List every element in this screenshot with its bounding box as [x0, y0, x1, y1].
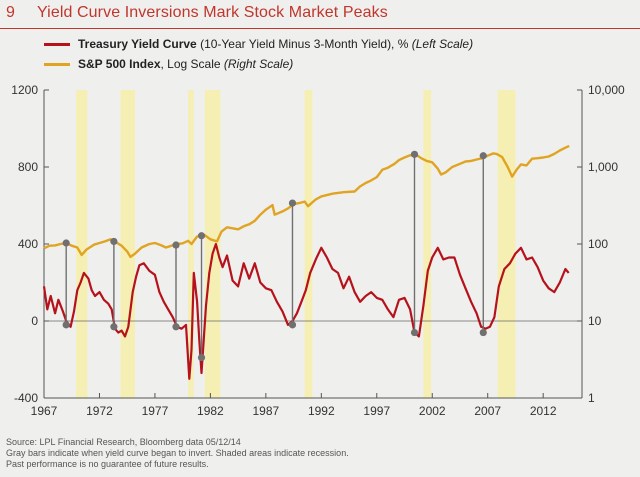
disclaimer: Past performance is no guarantee of futu… — [6, 459, 209, 469]
inversion-marker-top-6 — [410, 150, 419, 158]
legend-label-sp500: S&P 500 Index, Log Scale (Right Scale) — [78, 57, 294, 71]
inversion-marker-bottom-2 — [110, 323, 118, 331]
sp500-swatch — [44, 62, 70, 66]
x-tick-label: 1982 — [197, 404, 224, 418]
inversion-markers — [62, 150, 487, 362]
left-tick-label: 1200 — [11, 83, 38, 97]
chart-title: Yield Curve Inversions Mark Stock Market… — [37, 4, 388, 21]
x-tick-label: 2002 — [419, 404, 446, 418]
recession-bands — [76, 90, 516, 398]
inversion-marker-bottom-3 — [172, 323, 180, 331]
x-tick-label: 2007 — [474, 404, 501, 418]
x-tick-label: 1997 — [363, 404, 390, 418]
legend-item-yield-curve: Treasury Yield Curve (10-Year Yield Minu… — [44, 34, 473, 54]
inversion-marker-top-4 — [197, 232, 206, 240]
inversion-marker-top-2 — [110, 237, 118, 246]
sp500-line — [43, 144, 570, 259]
footer: Source: LPL Financial Research, Bloomber… — [6, 437, 349, 470]
left-tick-label: 800 — [18, 160, 38, 174]
figure-number: 9 — [6, 4, 15, 21]
legend-item-sp500: S&P 500 Index, Log Scale (Right Scale) — [44, 54, 473, 74]
yield-curve-swatch — [44, 42, 70, 46]
inversion-marker-bottom-7 — [479, 328, 487, 337]
chart: -400 0 400 800 1200 1 10 100 1,000 10,000 1967 1972… — [11, 83, 625, 418]
recession-band-7 — [497, 90, 516, 398]
left-tick-label: -400 — [14, 391, 38, 405]
shading-note: Gray bars indicate when yield curve bega… — [6, 448, 349, 458]
inversion-marker-top-1 — [62, 239, 70, 247]
inversion-marker-bottom-1 — [62, 321, 70, 329]
inversion-marker-top-3 — [172, 241, 180, 249]
right-tick-label: 10,000 — [588, 83, 625, 97]
source-note: Source: LPL Financial Research, Bloomber… — [6, 437, 241, 447]
inversion-marker-top-5 — [288, 199, 297, 207]
x-tick-label: 1987 — [253, 404, 280, 418]
inversion-marker-bottom-5 — [288, 321, 297, 329]
legend: Treasury Yield Curve (10-Year Yield Minu… — [44, 34, 473, 74]
right-tick-label: 1 — [588, 391, 595, 405]
inversion-marker-bottom-6 — [410, 328, 419, 337]
left-tick-label: 400 — [18, 237, 38, 251]
x-tick-label: 1977 — [142, 404, 169, 418]
sp500-series — [43, 144, 570, 259]
right-tick-label: 10 — [588, 314, 602, 328]
left-tick-label: 0 — [31, 314, 38, 328]
x-tick-label: 1992 — [308, 404, 335, 418]
recession-band-2 — [120, 90, 135, 398]
legend-label-yield-curve: Treasury Yield Curve (10-Year Yield Minu… — [78, 37, 474, 51]
header: 9 Yield Curve Inversions Mark Stock Mark… — [0, 0, 640, 30]
x-tick-label: 2012 — [530, 404, 557, 418]
recession-band-1 — [76, 90, 88, 398]
right-tick-label: 100 — [588, 237, 608, 251]
recession-band-5 — [304, 90, 313, 398]
axis-ticks: -400 0 400 800 1200 1 10 100 1,000 10,000 1967 1972… — [11, 83, 625, 418]
x-tick-label: 1972 — [86, 404, 113, 418]
right-tick-label: 1,000 — [588, 160, 618, 174]
inversion-marker-top-7 — [479, 152, 487, 160]
header-rule — [0, 28, 640, 29]
x-tick-label: 1967 — [31, 404, 58, 418]
recession-band-4 — [204, 90, 221, 398]
inversion-marker-bottom-4 — [197, 353, 206, 362]
recession-band-6 — [423, 90, 432, 398]
